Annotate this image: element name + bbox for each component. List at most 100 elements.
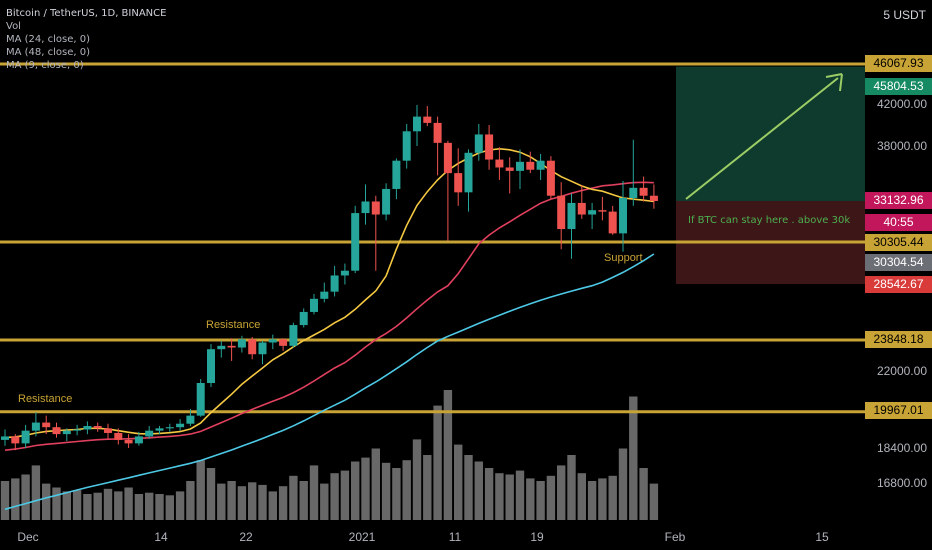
volume-bar [165, 495, 174, 520]
time-axis-tick: 19 [530, 530, 544, 544]
volume-bar [248, 482, 257, 520]
legend-symbol: Bitcoin / TetherUS, 1D, BINANCE [6, 8, 167, 19]
candle-body [413, 116, 421, 132]
candle-body [186, 415, 195, 424]
candle-body [258, 342, 267, 355]
volume-bar [299, 481, 308, 520]
candle-body [330, 275, 339, 292]
price-tag-30304: 30304.54 [865, 254, 932, 271]
volume-bar [93, 492, 102, 520]
candle-body [516, 161, 524, 171]
volume-bar [402, 460, 411, 520]
candle-body [495, 159, 504, 168]
arrow-head [825, 73, 843, 92]
candle-body [1, 436, 9, 440]
arrow-line [685, 77, 839, 200]
candle-body [165, 427, 174, 429]
candle-body [289, 325, 298, 346]
volume-bar [464, 455, 473, 520]
candle-body [546, 160, 555, 196]
ma24-line [4, 181, 654, 451]
volume-bar [114, 491, 123, 520]
volume-bar [42, 483, 51, 520]
volume-bar [145, 492, 154, 520]
volume-bar [340, 470, 350, 520]
candle-body [423, 116, 432, 123]
time-axis-tick: 22 [239, 530, 253, 544]
candle-body [320, 291, 329, 299]
candle-body [577, 202, 586, 215]
time-axis-tick: 2021 [349, 530, 376, 544]
candle-body [104, 428, 112, 433]
candle-body [93, 426, 102, 429]
volume-bar [124, 487, 133, 520]
volume-bar [21, 474, 30, 520]
volume-bar [237, 486, 247, 520]
candle-body [454, 173, 463, 193]
volume-bar [330, 473, 339, 520]
volume-bar [227, 481, 236, 520]
volume-bar [443, 390, 453, 520]
candle-body [567, 202, 576, 230]
price-axis-tick: 22000.00 [877, 364, 927, 378]
candle-body [536, 160, 545, 170]
volume-bar [309, 465, 319, 520]
candle-body [371, 201, 380, 215]
volume-bar [155, 494, 164, 520]
volume-bar [196, 460, 205, 520]
annotation-resistance-1: Resistance [18, 393, 72, 405]
candle-body [52, 427, 61, 435]
candle-body [62, 430, 71, 435]
candle-body [176, 423, 185, 428]
legend-ma9: MA (9, close, 0) [6, 60, 84, 71]
candle-body [639, 187, 648, 196]
candle-body [196, 383, 205, 416]
price-tag-46067: 46067.93 [865, 55, 932, 72]
candle-body [402, 131, 411, 161]
candle-body [217, 345, 226, 350]
candle-body [227, 345, 236, 348]
volume-bar [268, 491, 277, 520]
volume-bar [361, 457, 370, 520]
chart-legend: Bitcoin / TetherUS, 1D, BINANCE Vol MA (… [6, 7, 166, 72]
candle-body [392, 160, 401, 189]
time-axis-tick: Feb [665, 530, 686, 544]
price-tag-28542: 28542.67 [865, 276, 932, 293]
time-axis-tick: Dec [17, 530, 38, 544]
volume-bar [587, 481, 597, 520]
candle-body [237, 339, 246, 348]
volume-bar [629, 396, 638, 520]
volume-bar [186, 481, 195, 520]
price-axis-tick: 18400.00 [877, 441, 927, 455]
candle-body [382, 188, 391, 215]
volume-bar [103, 488, 113, 520]
volume-bar [134, 494, 144, 520]
candle-body [145, 430, 154, 437]
time-axis-tick: 11 [449, 530, 462, 544]
volume-bar [175, 491, 185, 520]
candle-body [310, 298, 318, 312]
volume-bar [515, 470, 525, 520]
candlesticks [1, 105, 658, 451]
volume-bar [392, 468, 401, 520]
volume-bar [206, 468, 216, 520]
price-axis-tick: 16800.00 [877, 476, 927, 490]
volume-bar [557, 465, 566, 520]
legend-ma24: MA (24, close, 0) [6, 34, 91, 45]
volume-bar [526, 478, 535, 520]
volume-bar [433, 405, 442, 520]
candle-body [268, 339, 277, 343]
candle-body [619, 197, 627, 234]
volume-bar [83, 494, 92, 520]
candle-body [114, 432, 123, 440]
volume-bar [639, 468, 648, 520]
currency-selector[interactable]: 5 USDT [883, 8, 926, 22]
volume-bar [474, 461, 483, 520]
projection-arrow [685, 73, 843, 200]
volume-bar [495, 473, 504, 520]
volume-bar [371, 448, 380, 520]
volume-bar [618, 448, 628, 520]
candle-body [11, 436, 20, 444]
candle-body [155, 428, 164, 431]
